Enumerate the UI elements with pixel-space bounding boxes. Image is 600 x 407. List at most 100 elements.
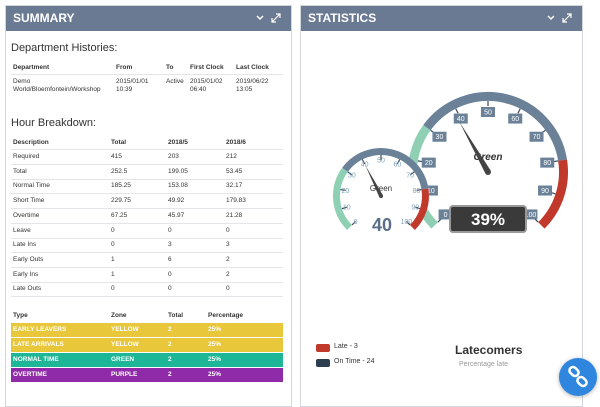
table-cell: 0 — [111, 226, 115, 234]
table-cell: 203 — [168, 153, 179, 160]
table-cell: Late Ins — [13, 241, 37, 249]
row-separator — [11, 178, 283, 180]
gauge-tick-label: 0 — [354, 219, 358, 226]
row-separator — [11, 164, 283, 165]
row-separator — [11, 252, 283, 254]
table-cell: YELLOW — [111, 326, 139, 333]
gauge-tick-label: 60 — [393, 161, 401, 168]
row-separator — [11, 281, 283, 283]
gauge-tick-label: 70 — [406, 172, 414, 179]
table-cell: 45.97 — [168, 211, 185, 219]
section-heading: Department Histories: — [11, 42, 118, 54]
table-cell: GREEN — [111, 356, 135, 363]
value-display — [449, 205, 527, 233]
gauge-tick — [517, 108, 521, 114]
table-cell: 179.83 — [226, 197, 246, 205]
tick-label-box — [423, 185, 438, 196]
gauge-tick — [341, 206, 347, 210]
table-cell: 252.5 — [111, 167, 128, 175]
gauge-tick — [409, 171, 415, 176]
table-cell: Required — [13, 153, 40, 160]
link-button[interactable] — [559, 358, 597, 396]
table-cell: NORMAL TIME — [13, 356, 59, 363]
column-header: Total — [168, 312, 184, 319]
tick-label-box — [538, 185, 553, 196]
table-cell: EARLY LEAVERS — [13, 326, 67, 333]
table-cell: Early Ins — [13, 270, 39, 278]
column-header: Type — [13, 312, 28, 319]
table-cell: Short Time — [13, 197, 45, 205]
row-separator — [11, 149, 283, 150]
gauge-tick-label: 90 — [541, 188, 549, 195]
gauge-tick-label: 70 — [533, 134, 541, 141]
gauge-tick — [406, 221, 411, 226]
gauge-tick-label: 30 — [436, 134, 444, 141]
gauge-band — [342, 148, 429, 190]
caption-subtitle: Percentage late — [459, 361, 509, 368]
gauge-tick-label: 100 — [525, 212, 537, 219]
column-header: Zone — [111, 312, 127, 319]
row-separator — [11, 74, 283, 75]
section-heading: Hour Breakdown: — [11, 117, 96, 129]
tick-label-box — [481, 107, 495, 117]
table-cell: 2 — [226, 270, 230, 278]
gauge-tick-label: 60 — [511, 116, 519, 123]
zone-row — [11, 323, 283, 337]
table-cell: 6 — [168, 255, 172, 263]
column-header: Percentage — [208, 312, 244, 319]
row-separator — [11, 237, 283, 239]
needle-hub — [485, 169, 491, 175]
tick-label-box — [508, 113, 523, 124]
table-cell: 21.28 — [226, 211, 243, 219]
table-cell: 3 — [226, 241, 230, 249]
table-cell: 199.05 — [168, 167, 188, 175]
gauge-tick-label: 20 — [425, 160, 433, 167]
caption-title: Latecomers — [455, 343, 523, 357]
gauge-needle — [459, 121, 491, 174]
table-cell: 0 — [168, 270, 172, 278]
table-cell: YELLOW — [111, 341, 139, 348]
gauge-tick — [361, 159, 366, 165]
column-header: 2018/6 — [226, 139, 246, 146]
table-cell: 0 — [168, 285, 172, 293]
column-header: First Clock — [190, 64, 224, 71]
row-separator — [11, 208, 283, 210]
tick-label-box — [438, 209, 453, 220]
table-cell: 2 — [168, 326, 172, 333]
table-cell: 2 — [168, 356, 172, 363]
table-cell: 185.25 — [111, 182, 131, 190]
table-cell: Early Outs — [13, 255, 44, 263]
legend-label: On Time - 24 — [334, 358, 375, 365]
row-separator — [11, 266, 283, 268]
table-cell: 3 — [168, 241, 172, 249]
gauge-tick — [455, 108, 459, 114]
table-cell: 2015/01/01 10:39 — [116, 78, 149, 93]
gauge-tick-label: 30 — [348, 172, 356, 179]
gauge-label: Green — [370, 184, 392, 193]
gauge-value: 40 — [372, 215, 392, 235]
gauge-band — [538, 159, 568, 229]
legend-label: Late - 3 — [334, 343, 358, 350]
gauge-band — [333, 167, 353, 230]
gauge-tick-label: 80 — [543, 160, 551, 167]
panel-controls[interactable] — [255, 13, 285, 25]
gauge-tick-label: 10 — [427, 188, 435, 195]
gauge-tick — [351, 221, 356, 226]
table-cell: Overtime — [13, 211, 40, 219]
gauge-tick — [340, 188, 346, 191]
table-cell: 415 — [111, 153, 122, 160]
column-header: Department — [13, 64, 50, 71]
table-cell: Leave — [13, 226, 31, 234]
column-header: From — [116, 64, 133, 71]
summary-title: SUMMARY — [13, 11, 75, 25]
table-cell: 0 — [226, 226, 230, 234]
link-icon — [568, 365, 588, 388]
gauge-band — [423, 92, 568, 161]
statistics-title: STATISTICS — [308, 11, 377, 25]
panel-controls[interactable] — [546, 13, 576, 25]
table-cell: 53.45 — [226, 167, 243, 175]
table-cell: Demo World/Bloemfontein/Workshop — [13, 78, 101, 93]
table-cell: 2015/01/02 06:40 — [190, 78, 223, 93]
